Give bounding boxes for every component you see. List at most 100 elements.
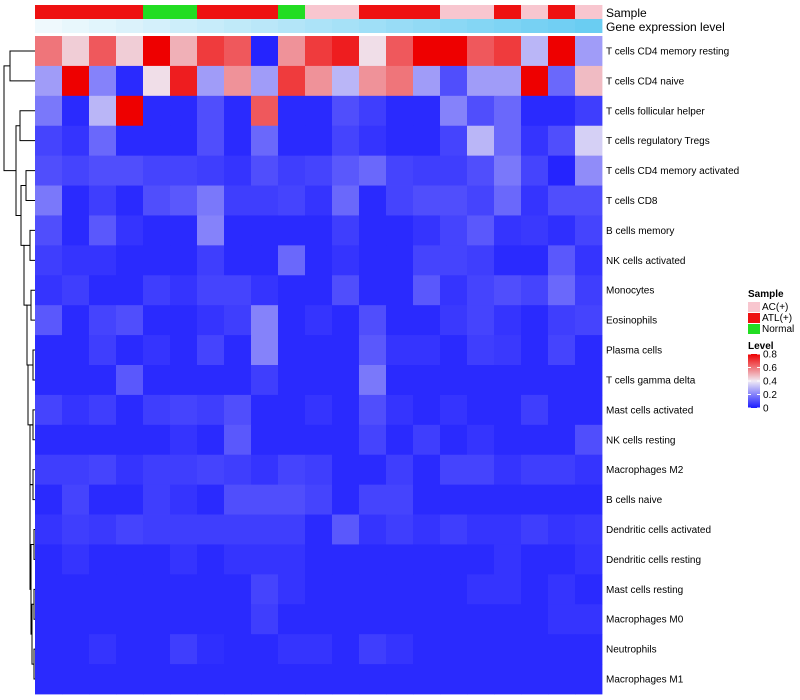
heatmap-cell bbox=[386, 604, 414, 635]
row-label: T cells CD8 bbox=[606, 196, 658, 207]
expression-annotation-cell bbox=[386, 19, 414, 33]
heatmap-cell bbox=[413, 335, 441, 366]
heatmap-cell bbox=[548, 185, 576, 216]
heatmap-cell bbox=[386, 65, 414, 97]
heatmap-cell bbox=[62, 484, 90, 515]
heatmap-cell bbox=[467, 544, 495, 575]
heatmap-cell bbox=[116, 155, 144, 186]
heatmap-cell bbox=[89, 36, 117, 67]
heatmap-cell bbox=[251, 215, 279, 246]
heatmap-cell bbox=[305, 574, 333, 605]
heatmap-cell bbox=[359, 544, 387, 575]
expression-annotation-cell bbox=[89, 19, 117, 33]
heatmap-cell bbox=[332, 514, 360, 545]
heatmap-cell bbox=[494, 634, 522, 665]
heatmap-cell bbox=[359, 604, 387, 635]
heatmap-cell bbox=[116, 275, 144, 306]
heatmap-cell bbox=[548, 365, 576, 396]
heatmap-cell bbox=[548, 394, 576, 426]
heatmap-cell bbox=[575, 335, 603, 366]
heatmap-cell bbox=[89, 634, 117, 665]
heatmap-cell bbox=[305, 185, 333, 216]
heatmap-cell bbox=[143, 125, 171, 157]
heatmap-cell bbox=[386, 365, 414, 396]
heatmap-cell bbox=[548, 125, 576, 157]
heatmap-cell bbox=[143, 245, 171, 276]
heatmap-cell bbox=[35, 394, 63, 426]
heatmap-cell bbox=[278, 335, 306, 366]
sample-annotation-cell bbox=[575, 5, 603, 19]
sample-annotation-cell bbox=[89, 5, 117, 19]
heatmap-cell bbox=[359, 574, 387, 605]
heatmap-cell bbox=[251, 514, 279, 545]
heatmap-cell bbox=[224, 454, 252, 486]
heatmap-cell bbox=[89, 484, 117, 515]
row-label: T cells CD4 memory activated bbox=[606, 166, 739, 177]
heatmap-cell bbox=[197, 125, 225, 157]
legend-label: Normal bbox=[762, 324, 794, 335]
expression-annotation-cell bbox=[521, 19, 549, 33]
legend-label: AC(+) bbox=[762, 302, 788, 313]
heatmap-cell bbox=[305, 335, 333, 366]
heatmap-cell bbox=[548, 664, 576, 695]
heatmap-cell bbox=[521, 394, 549, 426]
level-tick-label: 0.6 bbox=[763, 363, 777, 374]
heatmap-cell bbox=[440, 65, 468, 97]
heatmap-cell bbox=[413, 215, 441, 246]
heatmap-cell bbox=[116, 634, 144, 665]
expression-annotation-cell bbox=[359, 19, 387, 33]
heatmap-cell bbox=[494, 245, 522, 276]
heatmap-cell bbox=[170, 484, 198, 515]
heatmap-cell bbox=[278, 215, 306, 246]
sample-annotation-cell bbox=[224, 5, 252, 19]
heatmap-cell bbox=[413, 275, 441, 306]
heatmap-cell bbox=[494, 305, 522, 336]
heatmap-cell bbox=[467, 394, 495, 426]
heatmap-cell bbox=[35, 424, 63, 456]
heatmap-cell bbox=[413, 155, 441, 186]
heatmap-cell bbox=[386, 245, 414, 276]
row-labels: T cells CD4 memory resting T cells CD4 na… bbox=[606, 47, 739, 686]
heatmap-cell bbox=[305, 484, 333, 515]
heatmap-cell bbox=[170, 664, 198, 695]
heatmap-cell bbox=[278, 185, 306, 216]
heatmap-cell bbox=[413, 36, 441, 67]
sample-annotation-cell bbox=[521, 5, 549, 19]
heatmap-cell bbox=[62, 65, 90, 97]
heatmap-cell bbox=[359, 155, 387, 186]
heatmap-cell bbox=[494, 664, 522, 695]
heatmap-cell bbox=[89, 275, 117, 306]
heatmap-cell bbox=[359, 36, 387, 67]
heatmap-cell bbox=[251, 574, 279, 605]
legend-label: ATL(+) bbox=[762, 313, 792, 324]
heatmap-cell bbox=[35, 664, 63, 695]
heatmap-cell bbox=[170, 125, 198, 157]
heatmap-cell bbox=[143, 604, 171, 635]
heatmap-cell bbox=[251, 275, 279, 306]
legend-sample-entries: AC(+)ATL(+)Normal bbox=[748, 302, 794, 335]
heatmap-cell bbox=[305, 245, 333, 276]
heatmap-cell bbox=[35, 604, 63, 635]
sample-annotation-cell bbox=[467, 5, 495, 19]
heatmap-cell bbox=[143, 514, 171, 545]
heatmap-cell bbox=[440, 574, 468, 605]
heatmap-cell bbox=[251, 484, 279, 515]
expression-annotation-cell bbox=[35, 19, 63, 33]
sample-annotation-cell bbox=[170, 5, 198, 19]
heatmap-cell bbox=[494, 514, 522, 545]
dendrogram-branch bbox=[19, 110, 35, 142]
heatmap-cell bbox=[467, 424, 495, 456]
heatmap-cell bbox=[305, 95, 333, 127]
heatmap-cell bbox=[35, 335, 63, 366]
heatmap-cell bbox=[548, 305, 576, 336]
heatmap-cell bbox=[116, 454, 144, 486]
heatmap-cell bbox=[386, 125, 414, 157]
heatmap-cell bbox=[143, 574, 171, 605]
heatmap-cell bbox=[548, 36, 576, 67]
heatmap-cell bbox=[467, 604, 495, 635]
expression-annotation-cell bbox=[224, 19, 252, 33]
heatmap-cell bbox=[413, 65, 441, 97]
heatmap-cell bbox=[305, 36, 333, 67]
heatmap-cell bbox=[251, 664, 279, 695]
heatmap-cell bbox=[305, 125, 333, 157]
